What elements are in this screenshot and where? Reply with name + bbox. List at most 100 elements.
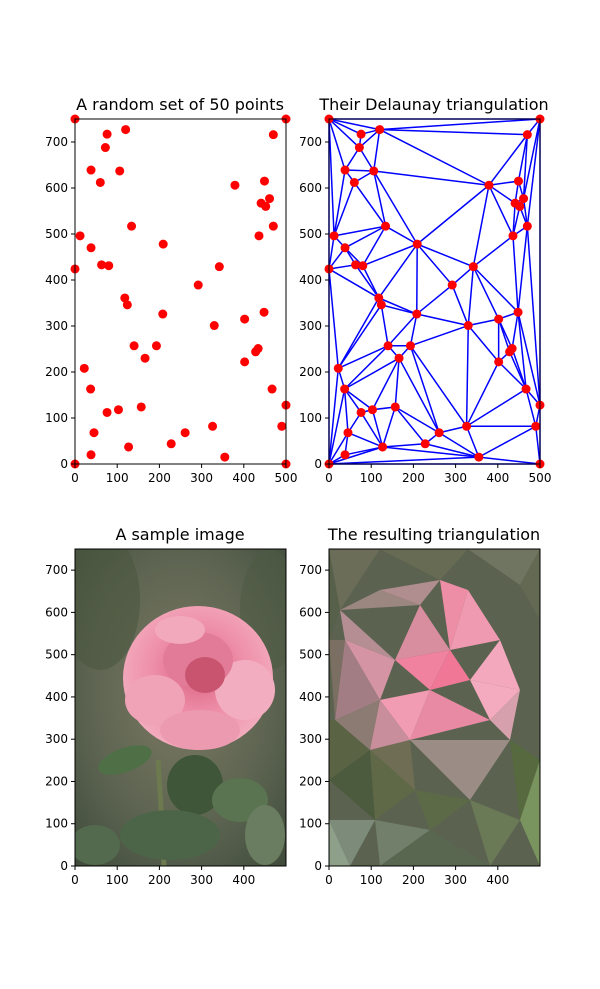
scatter-point <box>140 353 150 363</box>
scatter-point <box>89 428 99 438</box>
x-tick-label: 0 <box>325 471 333 485</box>
y-tick-label: 600 <box>45 181 68 195</box>
triangulation-vertex <box>412 239 422 249</box>
triangulation-vertex <box>343 428 353 438</box>
triangulation-vertex <box>340 243 350 253</box>
triangulation-vertex <box>521 384 531 394</box>
triangulation-vertex <box>522 221 532 231</box>
y-tick-label: 600 <box>45 605 68 619</box>
triangulation-vertex <box>513 176 523 186</box>
triangulation-edge <box>328 268 340 369</box>
triangulation-vertex <box>375 125 385 135</box>
triangulation-vertex <box>507 344 517 354</box>
triangulation-edge <box>467 266 475 326</box>
triangulation-edge <box>511 312 519 349</box>
triangulation-edge <box>465 361 500 427</box>
triangulation-vertex <box>494 357 504 367</box>
scatter-title: A random set of 50 points <box>76 95 284 114</box>
triangulation-edge <box>371 409 384 448</box>
triangulation-edge <box>353 182 387 227</box>
triangulation-edge <box>328 368 340 465</box>
triangulation-vertex <box>494 314 504 324</box>
triangulation-edge <box>517 134 529 182</box>
triangulation-edge <box>522 118 541 199</box>
triangulation-edge <box>517 312 527 390</box>
y-tick-label: 200 <box>45 774 68 788</box>
triangulation-edge <box>328 118 362 135</box>
y-tick-label: 300 <box>45 732 68 746</box>
triangulation-edge <box>416 243 474 268</box>
scatter-point <box>79 363 89 373</box>
triangulation-edge <box>438 425 467 434</box>
triangulation-vertex <box>508 231 518 241</box>
triangulation-edge <box>337 304 382 369</box>
triangulation-edge <box>333 169 346 236</box>
triangulated-image-title: The resulting triangulation <box>327 525 540 544</box>
triangulation-vertex <box>515 201 525 211</box>
y-tick-label: 100 <box>299 411 322 425</box>
triangulation-edge <box>328 456 479 465</box>
triangulation-edge <box>380 304 389 346</box>
triangulation-edge <box>344 388 373 411</box>
scatter-point <box>209 321 219 331</box>
scatter-point <box>268 130 278 140</box>
y-tick-label: 400 <box>45 273 68 287</box>
y-tick-label: 200 <box>299 365 322 379</box>
x-tick-label: 100 <box>360 873 383 887</box>
triangulation-vertex <box>381 221 391 231</box>
triangulation-edge <box>378 243 418 299</box>
y-tick-label: 0 <box>314 859 322 873</box>
triangulation-edge <box>379 128 490 186</box>
triangulation-edge <box>525 388 537 427</box>
triangulation-edge <box>328 118 380 131</box>
scatter-point <box>124 442 134 452</box>
scatter-point <box>268 221 278 231</box>
triangulation-edge <box>394 406 440 434</box>
triangulation-edge <box>467 325 500 363</box>
triangulation-vertex <box>376 300 386 310</box>
triangulation-edge <box>373 170 418 245</box>
scatter-point <box>254 231 264 241</box>
scatter-point <box>86 165 96 175</box>
scatter-point <box>95 177 105 187</box>
delaunay-axes-frame <box>328 118 541 465</box>
x-tick-label: 0 <box>325 873 333 887</box>
x-tick-label: 300 <box>190 873 213 887</box>
triangulation-edge <box>416 284 453 315</box>
triangulation-edge <box>328 118 360 149</box>
triangulation-edge <box>343 388 349 433</box>
scatter-point <box>214 262 224 272</box>
triangulation-vertex <box>369 166 379 176</box>
triangulation-edge <box>371 357 400 411</box>
delaunay-panel: Their Delaunay triangulation 0 100 200 300 4… <box>299 95 551 485</box>
triangulation-edge <box>398 357 440 434</box>
x-tick-label: 200 <box>148 471 171 485</box>
y-tick-label: 700 <box>299 135 322 149</box>
scatter-point <box>240 314 250 324</box>
triangulation-edge <box>465 426 480 458</box>
x-tick-label: 100 <box>106 873 129 887</box>
scatter-point <box>259 176 269 186</box>
triangulation-edge <box>394 358 400 408</box>
y-tick-label: 200 <box>299 774 322 788</box>
triangulation-edge <box>416 184 490 245</box>
triangulation-edge <box>358 147 375 172</box>
triangulation-edge <box>451 284 469 326</box>
triangulation-vertex <box>354 143 364 153</box>
triangulation-vertex <box>340 450 350 460</box>
triangulation-edge <box>344 225 386 249</box>
triangulation-edge <box>387 313 418 347</box>
x-tick-label: 300 <box>444 471 467 485</box>
scatter-point <box>104 261 114 271</box>
scatter-point <box>208 421 218 431</box>
scatter-point <box>127 221 137 231</box>
triangulation-edge <box>488 184 514 237</box>
y-tick-label: 500 <box>299 648 322 662</box>
triangulation-edge <box>328 446 383 465</box>
y-tick-label: 300 <box>299 732 322 746</box>
triangulation-edge <box>488 134 528 186</box>
triangulation-edge <box>472 266 519 313</box>
triangulation-vertex <box>513 307 523 317</box>
triangulation-vertex <box>447 280 457 290</box>
triangulation-vertex <box>394 353 404 363</box>
